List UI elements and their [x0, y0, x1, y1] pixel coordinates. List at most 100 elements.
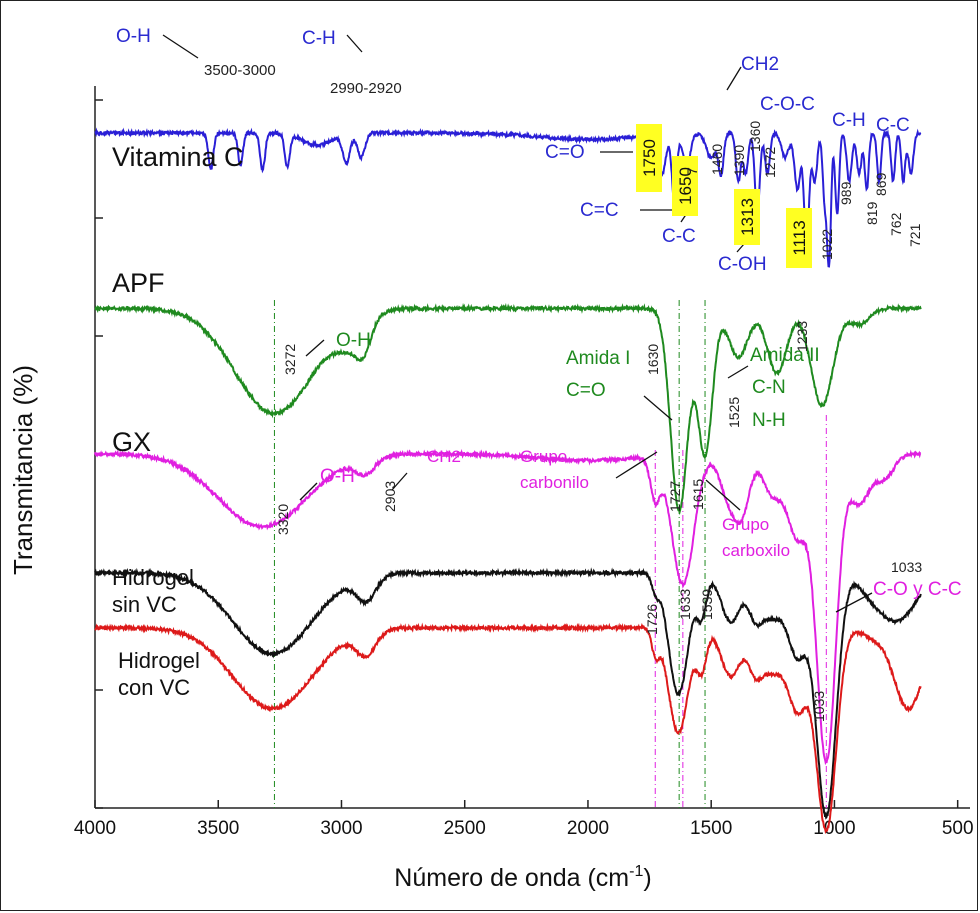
peak-1727: 1727 [667, 481, 683, 512]
highlight-box-1750 [636, 124, 662, 192]
x-axis-label: Número de onda (cm-1) [394, 863, 651, 892]
series-label-hidrogel-con: Hidrogel [118, 648, 200, 673]
peak-1022: 1022 [819, 229, 835, 260]
peak-3272: 3272 [282, 344, 298, 375]
annot-grupo-1: Grupo [520, 447, 567, 466]
arrow-oh [162, 34, 199, 59]
peak-1615: 1615 [690, 479, 706, 510]
x-tick-label: 1000 [813, 818, 855, 839]
highlight-label-1313: 1313 [738, 198, 757, 236]
highlight-label-1650: 1650 [676, 167, 695, 205]
peak-1033-hidrogel: 1033 [811, 691, 827, 722]
arrow-carbonilo [615, 451, 658, 479]
y-axis-label: Transmitancia (%) [8, 365, 38, 575]
peak-1233: 1233 [794, 321, 810, 352]
arrow-ch2 [726, 66, 742, 91]
hidrogel-peak-numbers: 1726 1633 1539 1033 [644, 589, 827, 722]
annot-cec-blue: C=C [580, 200, 619, 221]
peak-1630: 1630 [645, 344, 661, 375]
series-label-gx: GX [112, 427, 151, 457]
x-axis-label-main: Número de onda (cm [394, 864, 629, 892]
apf-peak-numbers: 3272 1630 1525 1233 [282, 321, 810, 428]
series-lines [94, 127, 922, 835]
annot-carbonilo: carbonilo [520, 473, 589, 492]
annot-ch-blue-2: C-H [832, 110, 866, 131]
annot-cc-blue-2: C-C [662, 226, 696, 247]
x-axis-label-end: ) [643, 864, 651, 892]
x-ticks: 4000 3500 3000 2500 2000 1500 1000 500 [74, 800, 974, 839]
annot-cn: C-N [752, 377, 786, 398]
annot-grupo-2: Grupo [722, 515, 769, 534]
annot-nh: N-H [752, 410, 786, 431]
x-tick-label: 3000 [320, 818, 362, 839]
peak-7: 7 [684, 167, 700, 175]
apf-annotations: O-H Amida I C=O Amida II C-N N-H [336, 330, 820, 431]
gx-peak-numbers: 3320 2903 1727 1615 1033 [275, 479, 922, 575]
x-axis-label-sup: -1 [629, 863, 643, 880]
series-labels: Vitamina C APF GX Hidrogel sin VC Hidrog… [112, 142, 244, 700]
highlight-1650: 1650 [672, 156, 698, 216]
highlight-1113: 1113 [786, 208, 812, 268]
range-annotations: 3500-3000 2990-2920 [204, 62, 402, 97]
arrow-amida-ii [727, 365, 749, 379]
annot-ch2-magenta: CH2 [427, 447, 461, 466]
annot-coc-blue: C-O-C [760, 94, 815, 115]
annot-co-green: C=O [566, 380, 606, 401]
series-label-con-vc: con VC [118, 675, 190, 700]
series-label-hidrogel-sin: Hidrogel [112, 565, 194, 590]
x-tick-label: 4000 [74, 818, 116, 839]
annot-carboxilo: carboxilo [722, 541, 790, 560]
arrow-ch2-magenta [391, 472, 408, 491]
annot-co-blue: C=O [545, 142, 585, 163]
arrow-oh-green [305, 339, 325, 357]
annot-cc-blue: C-C [876, 115, 910, 136]
highlight-1750: 1750 [636, 124, 662, 192]
vitamina-c-peak-numbers: 1460 1390 1360 1272 989 869 819 762 721 … [684, 121, 923, 260]
peak-1033-gx: 1033 [891, 559, 922, 575]
series-line-apf [94, 302, 922, 516]
y-ticks [95, 99, 103, 809]
arrow-co-cc [835, 592, 873, 613]
peak-1390: 1390 [731, 145, 747, 176]
peak-762: 762 [888, 212, 904, 236]
arrow-carboxilo [705, 479, 741, 511]
x-tick-label: 1500 [690, 818, 732, 839]
vitamina-c-annotations: O-H C-H CH2 C-O-C C-H C-C C=O C=C C-C C-… [116, 26, 910, 275]
x-tick-label: 2500 [444, 818, 486, 839]
x-tick-label: 3500 [197, 818, 239, 839]
highlight-box-1650 [672, 156, 698, 216]
highlight-1313: 1313 [734, 189, 760, 245]
peak-1633: 1633 [677, 589, 693, 620]
highlight-label-1113: 1113 [790, 220, 809, 255]
peak-1460: 1460 [709, 144, 725, 175]
annot-amida-ii: Amida II [750, 345, 820, 366]
peak-1539: 1539 [699, 589, 715, 620]
x-tick-label: 2000 [567, 818, 609, 839]
annot-oh-green: O-H [336, 330, 371, 351]
reference-lines [273, 300, 827, 808]
series-label-apf: APF [112, 268, 165, 298]
annot-range-oh: 3500-3000 [204, 62, 276, 79]
peak-721: 721 [907, 223, 923, 247]
peak-1360: 1360 [747, 121, 763, 152]
annot-range-ch: 2990-2920 [330, 80, 402, 97]
gx-annotations: O-H CH2 Grupo carbonilo Grupo carboxilo … [320, 447, 962, 600]
annot-amida-i: Amida I [566, 348, 630, 369]
arrow-ch [346, 34, 363, 53]
peak-1272: 1272 [762, 147, 778, 178]
series-line-vitamina-c [94, 127, 922, 268]
peak-1525: 1525 [726, 397, 742, 428]
peak-819: 819 [864, 201, 880, 225]
annotation-arrows [299, 339, 873, 613]
series-line-hidrogel-con-vc [94, 622, 922, 835]
series-label-vitamina-c: Vitamina C [112, 142, 244, 172]
series-line-gx [94, 448, 922, 766]
arrow-amida-i [643, 395, 673, 421]
highlight-box-1113 [786, 208, 812, 268]
annot-ch-blue: C-H [302, 28, 336, 49]
arrow-oh-magenta [299, 482, 318, 501]
highlight-label-1750: 1750 [640, 139, 659, 177]
series-line-hidrogel-sin-vc [94, 567, 922, 820]
